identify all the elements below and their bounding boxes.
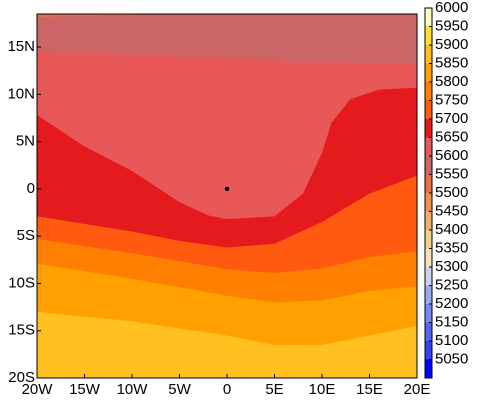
- contour-band: [37, 14, 417, 64]
- colorbar-segment: [425, 82, 432, 101]
- colorbar-tick-label: 5100: [435, 332, 468, 349]
- x-tick-label: 5W: [168, 381, 191, 398]
- colorbar-segment: [425, 63, 432, 82]
- colorbar-tick-label: 5850: [435, 54, 468, 71]
- colorbar-tick-label: 5750: [435, 91, 468, 108]
- contour-band: [37, 14, 417, 220]
- colorbar-segment: [425, 267, 432, 286]
- colorbar-tick-label: 5500: [435, 184, 468, 201]
- y-tick-label: 20S: [8, 369, 35, 386]
- colorbar-tick-label: 5150: [435, 313, 468, 330]
- colorbar-tick-label: 5700: [435, 110, 468, 127]
- colorbar-segment: [425, 359, 432, 378]
- colorbar-tick-label: 5050: [435, 350, 468, 367]
- colorbar-segment: [425, 100, 432, 119]
- point-marker: [224, 186, 230, 192]
- colorbar-segment: [425, 304, 432, 323]
- colorbar-segment: [425, 285, 432, 304]
- colorbar-tick-label: 5950: [435, 17, 468, 34]
- colorbar-tick-label: 5300: [435, 258, 468, 275]
- colorbar-tick-label: 5800: [435, 73, 468, 90]
- x-tick-label: 10W: [117, 381, 149, 398]
- colorbar-tick-label: 5250: [435, 276, 468, 293]
- colorbar-tick-label: 5350: [435, 239, 468, 256]
- colorbar-segment: [425, 211, 432, 230]
- x-tick-label: 15E: [356, 381, 383, 398]
- colorbar-segment: [425, 26, 432, 45]
- y-tick-label: 15S: [8, 322, 35, 339]
- y-tick-label: 5N: [16, 133, 35, 150]
- x-tick-label: 15W: [69, 381, 101, 398]
- colorbar-segment: [425, 174, 432, 193]
- colorbar-segment: [425, 341, 432, 360]
- contour-band: [37, 14, 180, 17]
- colorbar-segment: [425, 193, 432, 212]
- x-tick-label: 20W: [22, 381, 54, 398]
- colorbar-tick-label: 5200: [435, 295, 468, 312]
- x-tick-label: 20E: [404, 381, 431, 398]
- colorbar-tick-label: 5650: [435, 128, 468, 145]
- colorbar-segment: [425, 230, 432, 249]
- y-tick-label: 10N: [7, 85, 35, 102]
- colorbar-segment: [425, 322, 432, 341]
- colorbar-tick-label: 5450: [435, 202, 468, 219]
- y-tick-label: 0: [27, 180, 35, 197]
- colorbar-tick-label: 6000: [435, 0, 468, 16]
- colorbar-segment: [425, 119, 432, 138]
- colorbar-tick-label: 5550: [435, 165, 468, 182]
- colorbar-tick-label: 5900: [435, 36, 468, 53]
- y-tick-label: 15N: [7, 38, 35, 55]
- x-tick-label: 10E: [309, 381, 336, 398]
- colorbar-segment: [425, 156, 432, 175]
- x-tick-label: 0: [223, 381, 231, 398]
- colorbar-segment: [425, 8, 432, 27]
- colorbar-tick-label: 5600: [435, 147, 468, 164]
- colorbar-segment: [425, 45, 432, 64]
- x-tick-label: 5E: [265, 381, 283, 398]
- y-tick-label: 5S: [17, 227, 35, 244]
- colorbar-tick-label: 5400: [435, 221, 468, 238]
- colorbar-segment: [425, 137, 432, 156]
- colorbar-segment: [425, 248, 432, 267]
- plot-area: [37, 14, 417, 378]
- y-tick-label: 10S: [8, 274, 35, 291]
